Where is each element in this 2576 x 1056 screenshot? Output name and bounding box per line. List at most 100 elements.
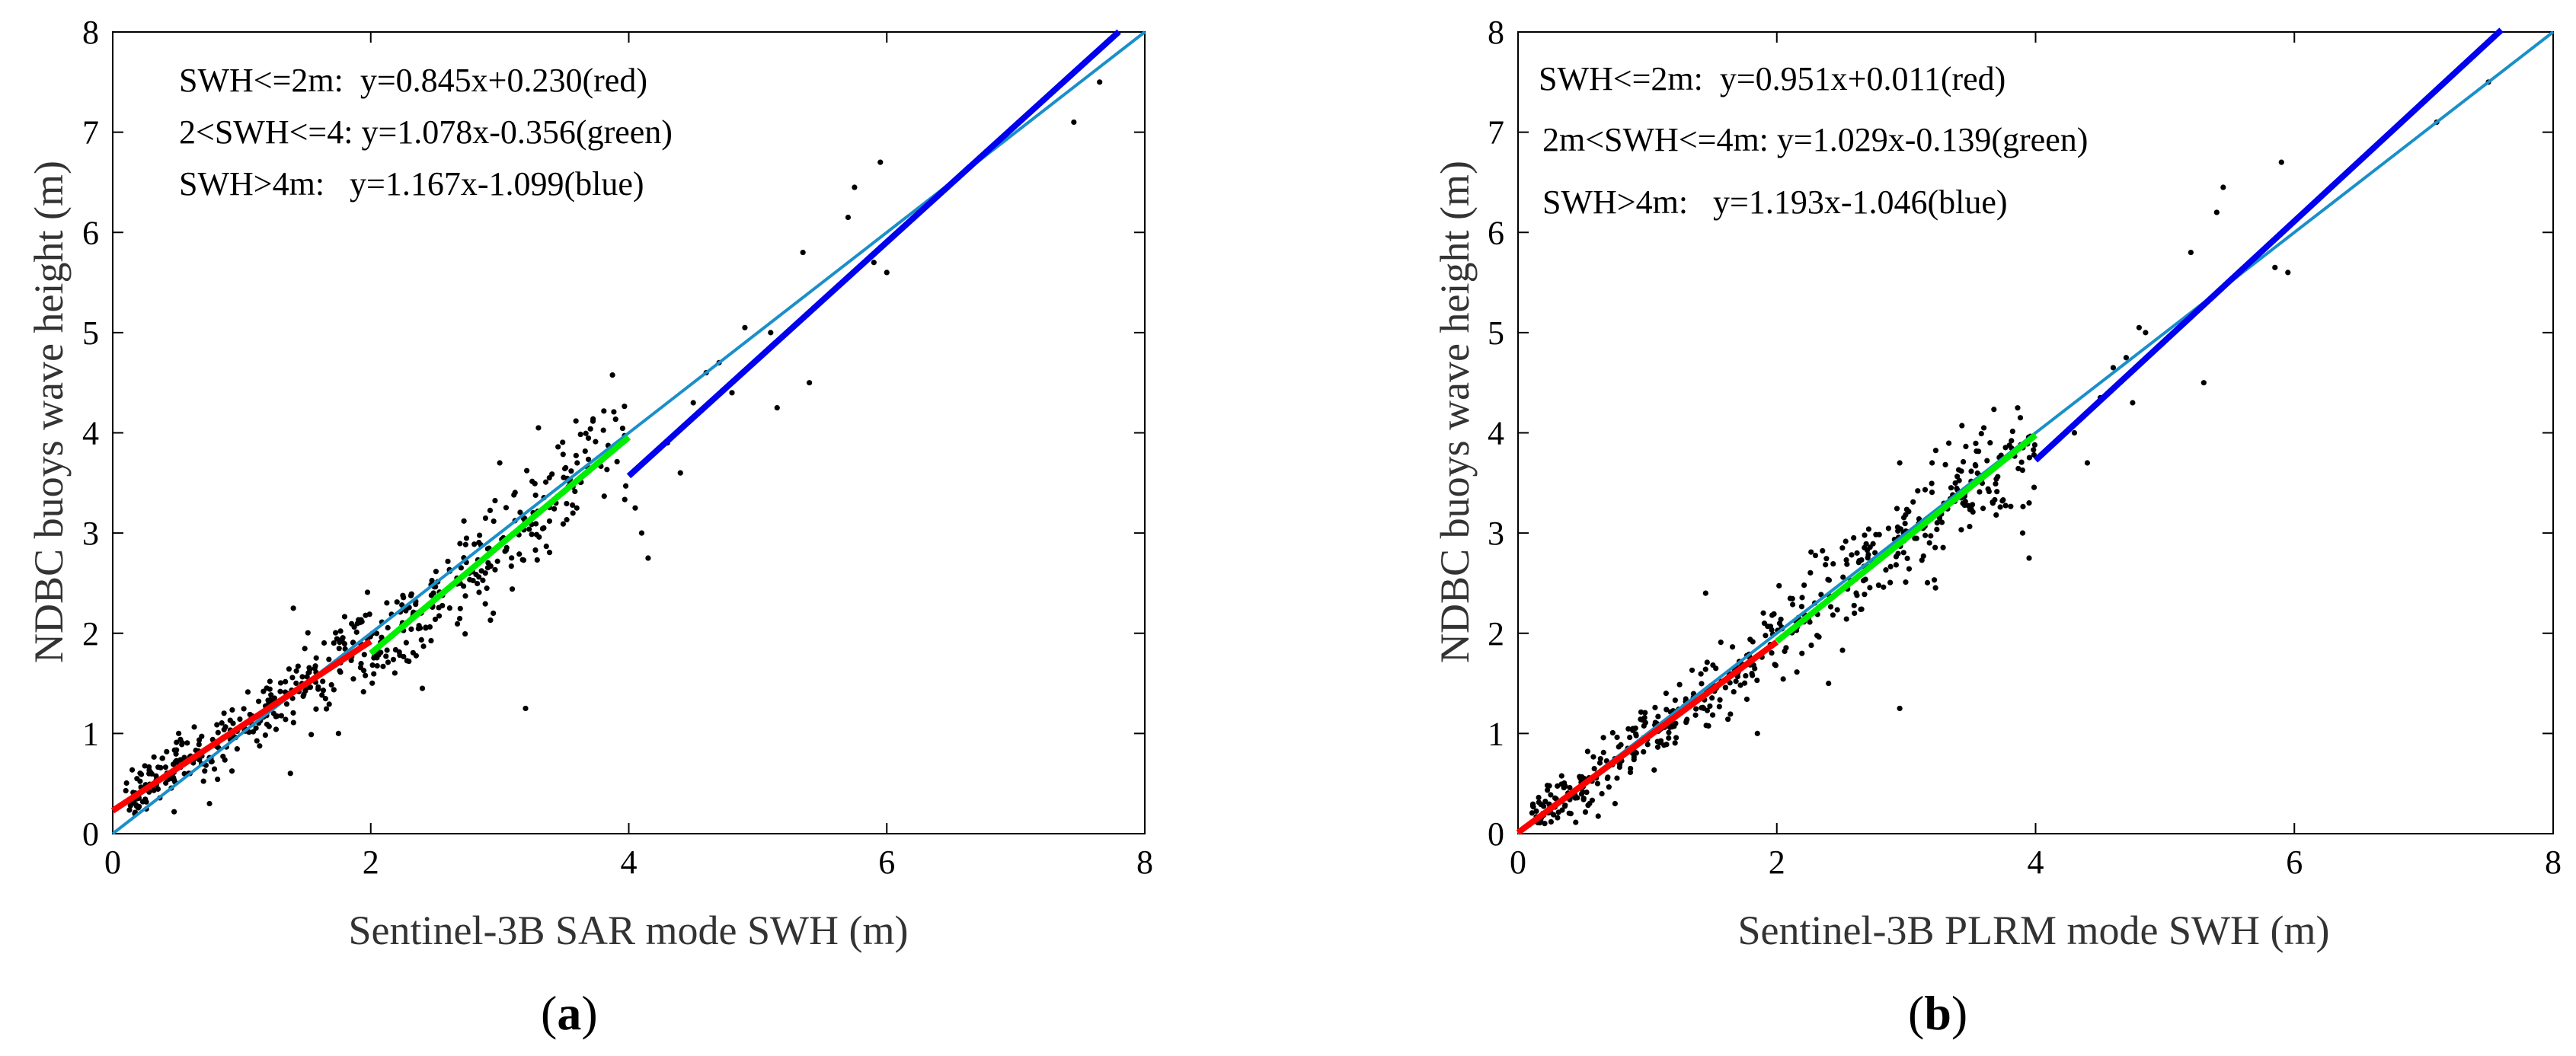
data-point <box>323 706 330 712</box>
data-point <box>1625 726 1632 732</box>
data-point <box>241 706 247 712</box>
data-point <box>1632 725 1638 732</box>
data-point <box>1731 689 1737 695</box>
data-point <box>1580 796 1587 802</box>
caption-a: (a) <box>541 986 598 1040</box>
data-point <box>1919 557 1925 563</box>
data-point <box>484 585 490 592</box>
data-point <box>295 663 301 669</box>
data-point <box>2031 447 2037 453</box>
data-point <box>1851 602 1857 608</box>
data-point <box>1900 550 1906 556</box>
data-point <box>1942 461 1948 467</box>
data-point <box>283 716 289 723</box>
data-point <box>384 600 390 606</box>
data-point <box>574 505 580 511</box>
data-point <box>503 544 510 550</box>
data-point <box>2031 451 2037 458</box>
data-point <box>1584 748 1590 755</box>
data-point <box>1823 556 1830 562</box>
data-point <box>485 560 491 566</box>
data-point <box>254 738 260 744</box>
data-point <box>273 713 279 719</box>
data-point <box>1932 448 1939 454</box>
data-point <box>1705 723 1711 729</box>
y-tick-label-b-3: 3 <box>1488 515 1504 552</box>
data-point <box>560 521 567 527</box>
data-point <box>1545 787 1551 793</box>
data-point <box>1906 566 1913 572</box>
data-point <box>1876 531 1882 538</box>
data-point <box>1843 616 1849 622</box>
data-point <box>508 563 514 569</box>
data-point <box>800 249 806 256</box>
data-point <box>214 722 220 728</box>
data-point <box>283 701 290 707</box>
data-point <box>1929 480 1935 487</box>
data-point <box>1885 525 1892 531</box>
data-point <box>1922 532 1929 538</box>
data-point <box>1852 610 1858 617</box>
data-point <box>1856 558 1862 564</box>
data-point <box>337 637 343 643</box>
data-point <box>1584 789 1590 796</box>
data-point <box>250 729 257 735</box>
data-point <box>200 778 206 784</box>
data-point <box>1897 460 1903 466</box>
data-point <box>1692 712 1699 718</box>
data-point <box>379 634 385 640</box>
annotation-a-1: SWH<=2m: y=0.845x+0.230(red) <box>179 62 647 99</box>
data-point <box>332 630 339 636</box>
data-point <box>619 425 626 432</box>
data-point <box>491 518 497 525</box>
data-point <box>492 497 498 504</box>
data-point <box>337 628 344 634</box>
data-point <box>1555 809 1561 815</box>
data-point <box>1993 480 1999 487</box>
data-point <box>2026 500 2032 506</box>
data-point <box>408 626 414 633</box>
data-point <box>2026 555 2032 561</box>
plot-area-a: 0 2 4 6 8 0 1 2 3 4 5 6 7 8 <box>82 14 1153 881</box>
data-point <box>326 656 332 662</box>
data-point <box>473 572 479 578</box>
data-point <box>350 676 356 682</box>
data-point <box>768 330 774 336</box>
data-point <box>1536 799 1542 806</box>
data-point <box>319 692 325 698</box>
data-point <box>604 467 610 473</box>
data-point <box>1936 515 1943 522</box>
data-point <box>227 717 233 723</box>
data-point <box>632 505 638 511</box>
data-point <box>2018 459 2025 465</box>
data-point <box>539 525 546 531</box>
data-point <box>1960 458 1967 465</box>
data-point <box>1863 541 1869 547</box>
data-point <box>1862 592 1868 598</box>
data-point <box>638 530 645 536</box>
data-point <box>403 608 409 614</box>
data-point <box>1709 695 1715 701</box>
data-point <box>511 492 517 498</box>
data-point <box>1591 765 1597 772</box>
data-point <box>532 480 538 487</box>
annotation-a-2: 2<SWH<=4: y=1.078x-0.356(green) <box>179 113 673 151</box>
data-point <box>1789 601 1796 608</box>
data-point <box>1897 526 1904 532</box>
data-point <box>390 656 397 662</box>
data-point <box>171 747 177 753</box>
data-point <box>221 710 227 716</box>
data-point <box>164 748 170 755</box>
data-point <box>403 640 409 646</box>
data-point <box>1990 500 1996 506</box>
data-point <box>1799 650 1805 656</box>
data-point <box>476 589 482 595</box>
data-point <box>1945 440 1952 446</box>
data-point <box>191 724 197 730</box>
data-point <box>1934 520 1940 526</box>
data-point <box>1870 541 1876 547</box>
data-point <box>487 617 494 624</box>
data-point <box>2015 465 2021 472</box>
data-point <box>1754 677 1760 684</box>
y-tick-label-a-2: 2 <box>82 615 99 652</box>
